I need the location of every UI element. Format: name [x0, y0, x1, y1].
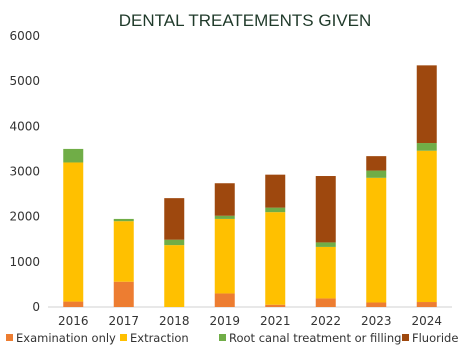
x-tick-label: 2017 [108, 314, 139, 328]
bar-segment [265, 304, 286, 307]
bar-segment [315, 176, 336, 243]
legend-swatch [219, 334, 226, 341]
bar-segment [265, 174, 286, 208]
bar-segment [315, 242, 336, 247]
bar-segment [265, 212, 286, 305]
y-axis: 0 1000 2000 3000 4000 5000 6000 [9, 29, 40, 314]
bar-segment [265, 207, 286, 213]
legend-swatch [402, 334, 409, 341]
legend-label: Extraction [130, 331, 189, 345]
y-tick-label: 4000 [9, 119, 40, 133]
bar-segment [214, 183, 235, 216]
legend-swatch [6, 334, 13, 341]
bar-segment [113, 281, 134, 307]
bar-segment [315, 246, 336, 299]
y-tick-label: 0 [32, 300, 40, 314]
x-tick-label: 2016 [58, 314, 89, 328]
bar-segment [416, 143, 437, 151]
legend-label: Root canal treatment or filling [229, 331, 401, 345]
bar-segment [416, 302, 437, 307]
bar-segment [214, 215, 235, 219]
x-axis: 2016 2017 2018 2019 2021 2022 2023 2024 [58, 314, 442, 328]
chart-title: DENTAL TREATEMENTS GIVEN [119, 11, 372, 30]
x-tick-label: 2021 [260, 314, 291, 328]
bar-segment [366, 170, 387, 178]
bar-segment [315, 298, 336, 307]
bar-segment [416, 150, 437, 303]
bar-segment [416, 65, 437, 144]
legend-swatch [120, 334, 127, 341]
bar-segment [113, 221, 134, 282]
y-tick-label: 5000 [9, 74, 40, 88]
x-tick-label: 2019 [209, 314, 240, 328]
bar-segment [214, 218, 235, 294]
bar-segment [113, 218, 134, 222]
plot-area [63, 65, 437, 307]
bar-segment [63, 162, 84, 302]
x-tick-label: 2024 [411, 314, 442, 328]
y-tick-label: 2000 [9, 210, 40, 224]
legend-label: Fluoride [412, 331, 458, 345]
bar-segment [164, 239, 185, 246]
y-tick-label: 6000 [9, 29, 40, 43]
legend-label: Examination only [16, 331, 116, 345]
bar-segment [63, 148, 84, 163]
x-tick-label: 2018 [159, 314, 190, 328]
y-tick-label: 1000 [9, 255, 40, 269]
bar-segment [164, 198, 185, 240]
y-tick-label: 3000 [9, 165, 40, 179]
x-tick-label: 2022 [310, 314, 341, 328]
bar-segment [214, 293, 235, 307]
legend: Examination only Extraction Root canal tre… [6, 331, 458, 345]
bar-segment [164, 245, 185, 307]
x-tick-label: 2023 [361, 314, 392, 328]
bar-segment [366, 302, 387, 307]
bar-segment [63, 301, 84, 307]
bar-segment [366, 156, 387, 171]
bar-segment [366, 177, 387, 303]
